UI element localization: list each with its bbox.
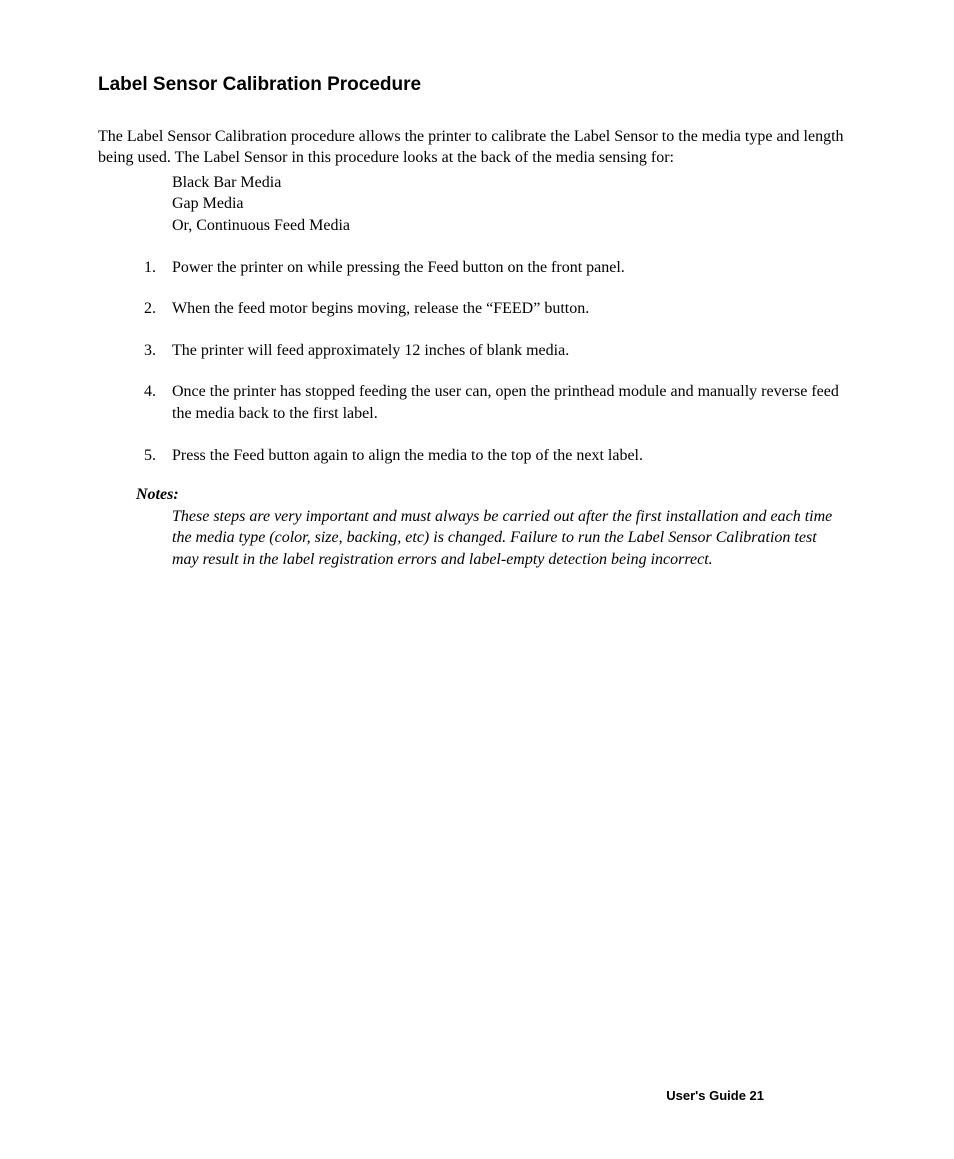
- step-item: Power the printer on while pressing the …: [160, 257, 856, 279]
- procedure-steps: Power the printer on while pressing the …: [160, 257, 856, 467]
- media-item: Or, Continuous Feed Media: [172, 215, 856, 237]
- step-item: Once the printer has stopped feeding the…: [160, 381, 856, 424]
- step-item: Press the Feed button again to align the…: [160, 445, 856, 467]
- section-title: Label Sensor Calibration Procedure: [98, 72, 856, 98]
- media-item: Black Bar Media: [172, 172, 856, 194]
- intro-paragraph: The Label Sensor Calibration procedure a…: [98, 126, 856, 169]
- media-type-list: Black Bar Media Gap Media Or, Continuous…: [172, 172, 856, 237]
- notes-body: These steps are very important and must …: [172, 506, 846, 571]
- step-item: The printer will feed approximately 12 i…: [160, 340, 856, 362]
- media-item: Gap Media: [172, 193, 856, 215]
- step-item: When the feed motor begins moving, relea…: [160, 298, 856, 320]
- notes-section: Notes: These steps are very important an…: [136, 484, 856, 570]
- notes-heading: Notes:: [136, 484, 856, 506]
- page-footer: User's Guide 21: [666, 1087, 764, 1105]
